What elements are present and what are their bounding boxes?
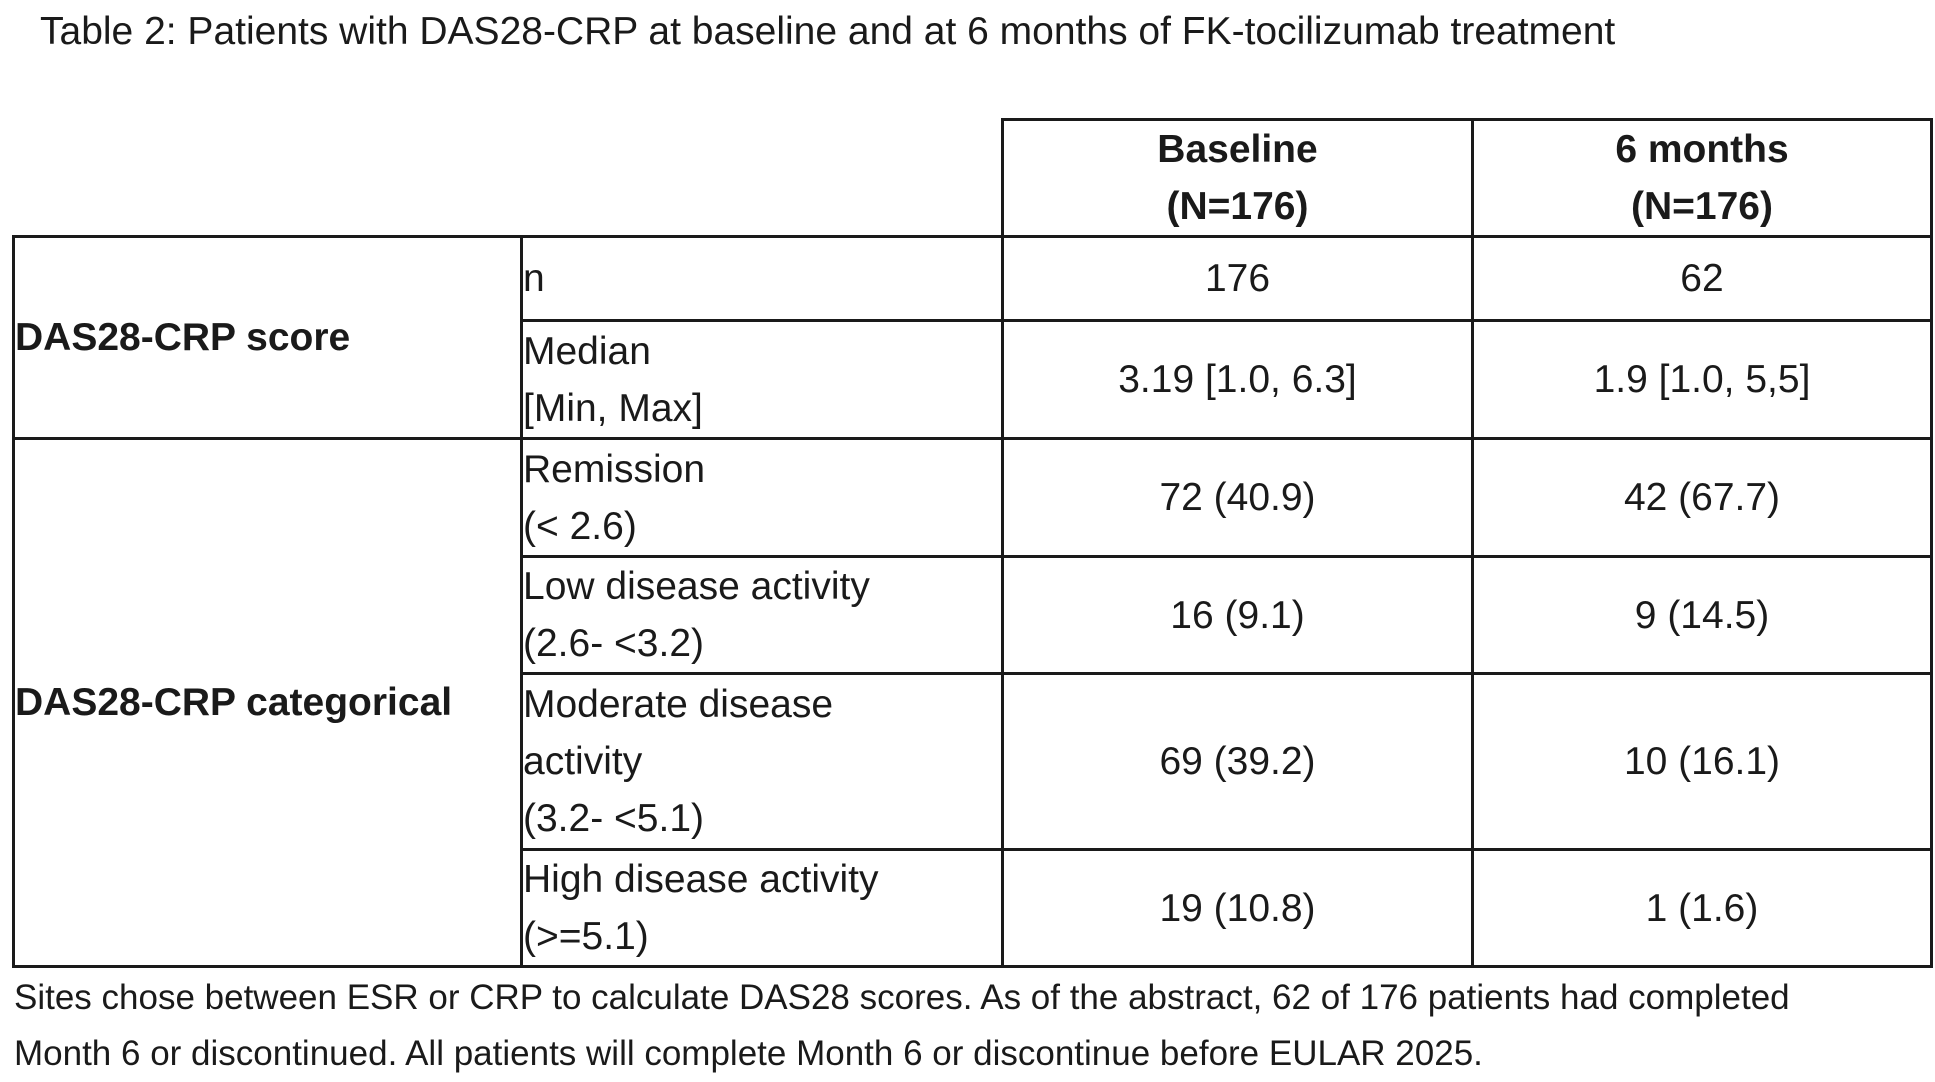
column-header-baseline-line1: Baseline bbox=[1157, 128, 1318, 171]
table-title: Table 2: Patients with DAS28-CRP at base… bbox=[40, 10, 1616, 53]
baseline-value: 69 (39.2) bbox=[1001, 672, 1474, 851]
row-label: Remission (< 2.6) bbox=[520, 437, 1004, 558]
row-label-line: Remission bbox=[523, 447, 706, 491]
baseline-value: 16 (9.1) bbox=[1001, 555, 1474, 675]
table-row: DAS28-CRP categorical Remission (< 2.6) … bbox=[12, 437, 1933, 968]
row-label: Low disease activity (2.6- <3.2) bbox=[520, 555, 1004, 675]
footnote-line: Sites chose between ESR or CRP to calcul… bbox=[14, 978, 1790, 1017]
group-label-categorical: DAS28-CRP categorical bbox=[12, 437, 523, 968]
row-label: Median [Min, Max] bbox=[520, 319, 1004, 440]
row-label: High disease activity (>=5.1) bbox=[520, 848, 1004, 968]
table-row: Moderate disease activity (3.2- <5.1) 69… bbox=[14, 672, 1933, 851]
row-label-line: activity bbox=[523, 740, 643, 783]
group-label-score: DAS28-CRP score bbox=[12, 235, 523, 440]
row-label-line: Moderate disease bbox=[523, 683, 834, 726]
baseline-value: 3.19 [1.0, 6.3] bbox=[1001, 319, 1474, 440]
baseline-value: 176 bbox=[1001, 235, 1474, 322]
table-row: High disease activity (>=5.1) 19 (10.8) … bbox=[14, 848, 1933, 968]
month6-value: 62 bbox=[1471, 235, 1933, 322]
row-label: n bbox=[520, 235, 1004, 322]
month6-value: 1 (1.6) bbox=[1471, 848, 1933, 968]
column-header-baseline: Baseline (N=176) bbox=[1001, 118, 1474, 238]
row-label-line: (2.6- <3.2) bbox=[523, 622, 705, 665]
column-header-6months-line1: 6 months bbox=[1615, 128, 1789, 171]
footnote: Sites chose between ESR or CRP to calcul… bbox=[14, 970, 1934, 1082]
column-header-baseline-line2: (N=176) bbox=[1166, 185, 1309, 228]
month6-value: 9 (14.5) bbox=[1471, 555, 1933, 675]
month6-value: 1.9 [1.0, 5,5] bbox=[1471, 319, 1933, 440]
baseline-value: 72 (40.9) bbox=[1001, 437, 1474, 558]
row-label-line: (3.2- <5.1) bbox=[523, 797, 705, 840]
column-header-6months-line2: (N=176) bbox=[1631, 185, 1773, 228]
month6-value: 42 (67.7) bbox=[1471, 437, 1933, 558]
row-label-line: Median bbox=[523, 329, 651, 373]
row-label-line: Low disease activity bbox=[523, 565, 870, 608]
row-label: Moderate disease activity (3.2- <5.1) bbox=[520, 672, 1004, 851]
column-header-6months: 6 months (N=176) bbox=[1471, 118, 1933, 238]
header-blank-cell bbox=[13, 119, 1004, 238]
table-row: Median [Min, Max] 3.19 [1.0, 6.3] 1.9 [1… bbox=[14, 319, 1933, 440]
row-label-line: (< 2.6) bbox=[523, 504, 637, 548]
baseline-value: 19 (10.8) bbox=[1001, 848, 1474, 968]
row-label-line: n bbox=[523, 257, 545, 300]
row-label-line: High disease activity bbox=[523, 858, 879, 901]
results-table: Baseline (N=176) 6 months (N=176) DAS28-… bbox=[12, 118, 1933, 968]
row-label-line: (>=5.1) bbox=[523, 915, 649, 958]
month6-value: 10 (16.1) bbox=[1471, 672, 1933, 851]
header-row: Baseline (N=176) 6 months (N=176) bbox=[13, 118, 1933, 238]
table-row: Low disease activity (2.6- <3.2) 16 (9.1… bbox=[14, 555, 1933, 675]
row-label-line: [Min, Max] bbox=[523, 386, 703, 430]
footnote-line: Month 6 or discontinued. All patients wi… bbox=[14, 1034, 1483, 1073]
table-row: DAS28-CRP score n 176 62 bbox=[12, 235, 1933, 440]
